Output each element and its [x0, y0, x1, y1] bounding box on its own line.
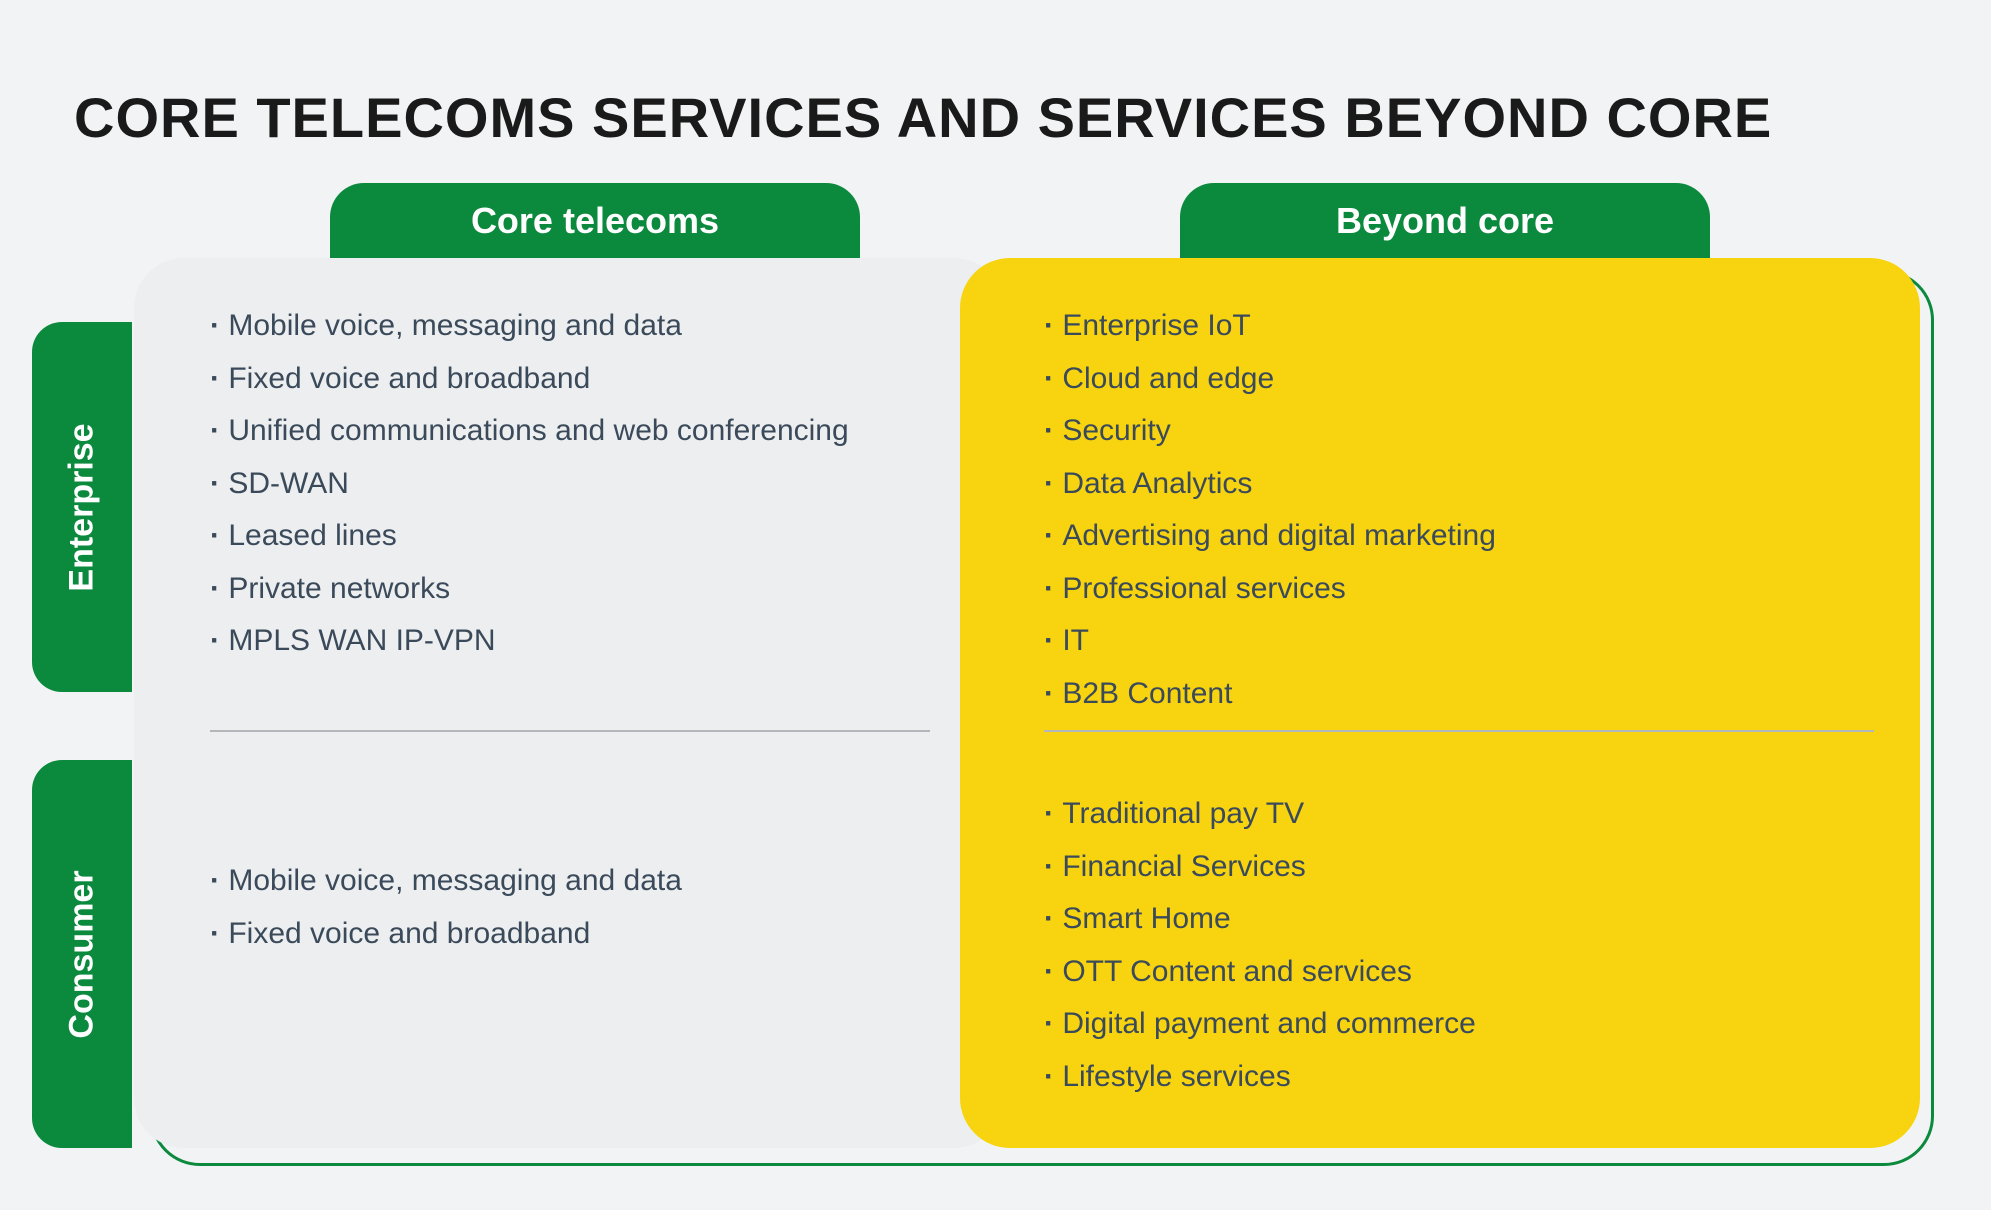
list-item: Private networks [210, 563, 950, 616]
list-item: MPLS WAN IP-VPN [210, 615, 950, 668]
list-item: Advertising and digital marketing [1044, 510, 1844, 563]
list-item: Data Analytics [1044, 458, 1844, 511]
quadrant-enterprise-core: Mobile voice, messaging and dataFixed vo… [210, 300, 990, 668]
row-tab-consumer: Consumer [32, 760, 132, 1148]
list-item: Digital payment and commerce [1044, 998, 1844, 1051]
list-item: Professional services [1044, 563, 1844, 616]
list-item: IT [1044, 615, 1844, 668]
list-item: Financial Services [1044, 841, 1844, 894]
quadrant-consumer-beyond: Traditional pay TVFinancial ServicesSmar… [1044, 788, 1884, 1103]
list-item: OTT Content and services [1044, 946, 1844, 999]
list-item: Leased lines [210, 510, 950, 563]
list-item: Mobile voice, messaging and data [210, 855, 950, 908]
list-item: SD-WAN [210, 458, 950, 511]
list-item: Lifestyle services [1044, 1051, 1844, 1104]
list-item: Traditional pay TV [1044, 788, 1844, 841]
divider-right [1044, 730, 1874, 732]
list-item: Unified communications and web conferenc… [210, 405, 950, 458]
quadrant-enterprise-beyond: Enterprise IoTCloud and edgeSecurityData… [1044, 300, 1884, 720]
column-header-beyond: Beyond core [1180, 183, 1710, 259]
list-item: Smart Home [1044, 893, 1844, 946]
list-item: Fixed voice and broadband [210, 353, 950, 406]
list-item: Mobile voice, messaging and data [210, 300, 950, 353]
list-item: B2B Content [1044, 668, 1844, 721]
column-header-beyond-label: Beyond core [1336, 200, 1554, 242]
divider-left [210, 730, 930, 732]
column-header-core: Core telecoms [330, 183, 860, 259]
list-item: Enterprise IoT [1044, 300, 1844, 353]
quadrant-consumer-core: Mobile voice, messaging and dataFixed vo… [210, 855, 990, 960]
list-item: Fixed voice and broadband [210, 908, 950, 961]
row-tab-enterprise: Enterprise [32, 322, 132, 692]
row-tab-consumer-label: Consumer [63, 870, 102, 1038]
list-item: Security [1044, 405, 1844, 458]
page-title: CORE TELECOMS SERVICES AND SERVICES BEYO… [74, 85, 1772, 150]
column-header-core-label: Core telecoms [471, 200, 719, 242]
row-tab-enterprise-label: Enterprise [63, 423, 102, 591]
list-item: Cloud and edge [1044, 353, 1844, 406]
